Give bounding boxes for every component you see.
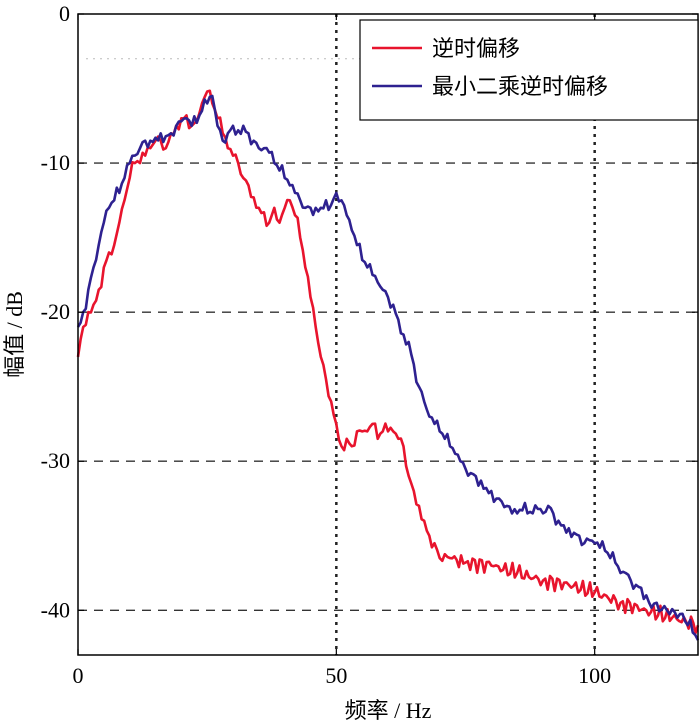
x-tick-label: 50 [325,663,347,688]
x-axis-label: 频率 / Hz [345,698,432,723]
legend-label-red: 逆时偏移 [432,36,520,61]
legend-label-blue: 最小二乘逆时偏移 [432,74,608,99]
y-tick-label: -30 [41,448,70,473]
plot-frame [77,13,699,656]
y-tick-label: 0 [59,1,70,26]
grid [78,14,698,655]
series-line-0 [76,89,700,635]
x-tick-label: 0 [73,663,84,688]
ticks: 0 -10 -20 -30 -40 0 50 100 [41,1,698,688]
y-tick-label: -10 [41,150,70,175]
y-tick-label: -20 [41,299,70,324]
series-line-1 [76,94,700,641]
legend-box [359,19,699,121]
series-layer [76,89,700,641]
y-tick-label: -40 [41,597,70,622]
legend: 逆时偏移 最小二乘逆时偏移 [359,19,699,121]
x-tick-label: 100 [578,663,611,688]
y-axis-label: 幅值 / dB [2,291,27,378]
